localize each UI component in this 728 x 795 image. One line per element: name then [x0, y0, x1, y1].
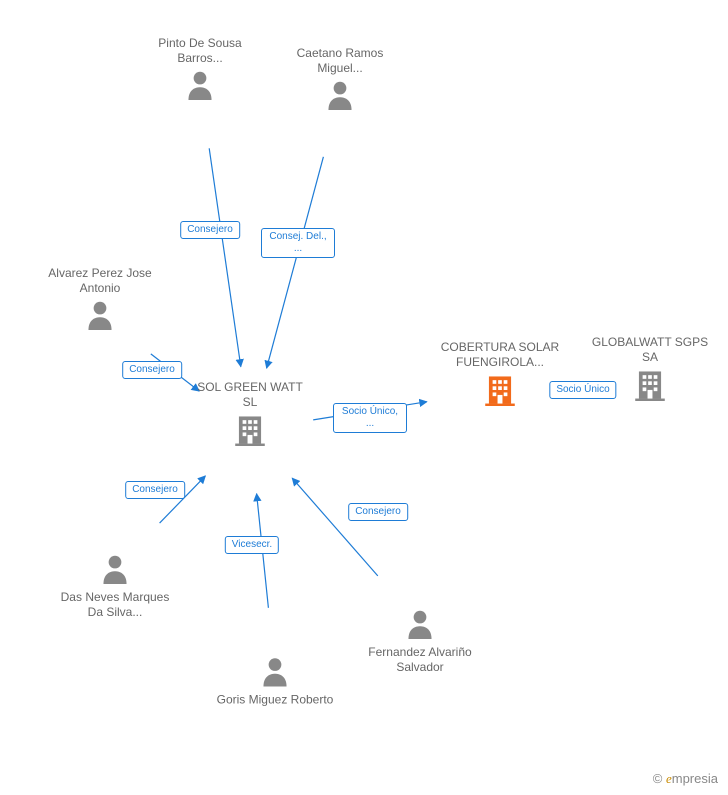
node-solgreen[interactable]: SOL GREEN WATT SL — [190, 380, 310, 450]
person-icon — [360, 609, 480, 639]
node-alvarez[interactable]: Alvarez Perez Jose Antonio — [40, 266, 160, 334]
edge-label: Consejero — [180, 221, 240, 239]
edge-label: Consejero — [125, 481, 185, 499]
node-goris[interactable]: Goris Miguez Roberto — [215, 653, 335, 708]
person-icon — [140, 70, 260, 100]
person-icon — [215, 657, 335, 687]
edge-label: Consejero — [348, 503, 408, 521]
node-label: Caetano Ramos Miguel... — [280, 46, 400, 76]
copyright-symbol: © — [653, 771, 663, 786]
node-fernandez[interactable]: Fernandez Alvariño Salvador — [360, 605, 480, 675]
node-pinto[interactable]: Pinto De Sousa Barros... — [140, 36, 260, 104]
node-cobertura[interactable]: COBERTURA SOLAR FUENGIROLA... — [430, 340, 570, 410]
person-icon — [280, 80, 400, 110]
person-icon — [40, 300, 160, 330]
watermark: © empresia — [653, 771, 718, 787]
edge-label: Consej. Del., ... — [261, 228, 335, 258]
node-label: COBERTURA SOLAR FUENGIROLA... — [430, 340, 570, 370]
building-icon — [190, 414, 310, 446]
node-label: GLOBALWATT SGPS SA — [590, 335, 710, 365]
edge-label: Socio Único — [549, 381, 616, 399]
node-dasneves[interactable]: Das Neves Marques Da Silva... — [55, 550, 175, 620]
edge-label: Consejero — [122, 361, 182, 379]
relationship-diagram: Pinto De Sousa Barros... Caetano Ramos Mi… — [0, 0, 728, 795]
node-label: Das Neves Marques Da Silva... — [55, 590, 175, 620]
person-icon — [55, 554, 175, 584]
node-label: Goris Miguez Roberto — [215, 693, 335, 708]
edge-line — [267, 157, 324, 368]
node-label: Fernandez Alvariño Salvador — [360, 645, 480, 675]
node-label: Alvarez Perez Jose Antonio — [40, 266, 160, 296]
edge-line — [209, 148, 241, 366]
node-label: SOL GREEN WATT SL — [190, 380, 310, 410]
node-caetano[interactable]: Caetano Ramos Miguel... — [280, 46, 400, 114]
brand-rest: mpresia — [672, 771, 718, 786]
edge-line — [292, 478, 378, 576]
edge-label: Vicesecr. — [225, 536, 279, 554]
edge-label: Socio Único, ... — [333, 403, 407, 433]
node-label: Pinto De Sousa Barros... — [140, 36, 260, 66]
